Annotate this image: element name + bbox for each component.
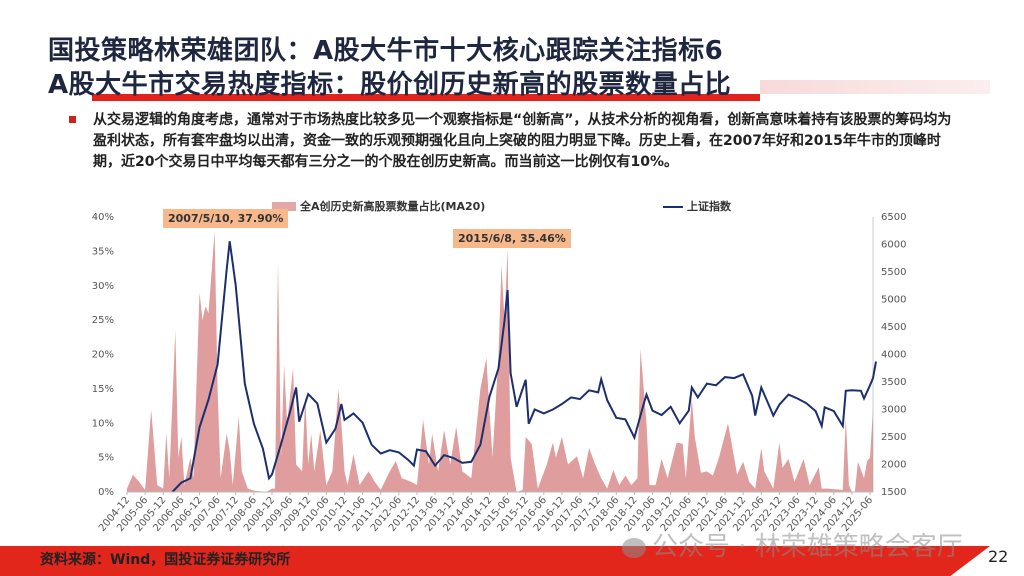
right-tick-label: 2500 <box>881 432 906 443</box>
slide-title: 国投策略林荣雄团队：A股大牛市十大核心跟踪关注指标6 <box>48 36 724 66</box>
x-axis: 2004-122005-062005-122006-062006-122007-… <box>97 492 875 534</box>
legend-label-index: 上证指数 <box>687 199 732 213</box>
right-tick-label: 5500 <box>881 267 906 278</box>
left-tick-label: 35% <box>92 246 114 257</box>
left-tick-label: 15% <box>92 384 114 395</box>
right-tick-label: 3000 <box>881 405 906 416</box>
legend-swatch-ratio <box>272 202 296 211</box>
wechat-icon <box>622 537 646 558</box>
slide-subtitle: A股大牛市交易热度指标：股价创历史新高的股票数量占比 <box>48 70 732 100</box>
annotation-2007-peak: 2007/5/10, 37.90% <box>163 209 289 228</box>
shanghai-index-line <box>171 241 877 493</box>
footer-band <box>0 546 990 576</box>
right-tick-label: 3500 <box>881 377 906 388</box>
source-note: 资料来源：Wind，国投证券证券研究所 <box>40 552 291 568</box>
legend-label-ratio: 全A创历史新高股票数量占比(MA20) <box>299 199 485 213</box>
left-tick-label: 40% <box>92 212 114 223</box>
right-axis: 1500 2000 2500 3000 3500 4000 4500 5000 5500 6000… <box>872 212 906 498</box>
right-tick-label: 6500 <box>881 212 906 223</box>
right-tick-label: 6000 <box>881 240 906 251</box>
left-tick-label: 10% <box>92 418 114 429</box>
right-tick-label: 1500 <box>881 487 906 498</box>
title-underline <box>92 94 760 101</box>
annotation-2015-peak: 2015/6/8, 35.46% <box>453 229 571 248</box>
watermark: 公众号 · 林荣雄策略会客厅 <box>622 526 963 563</box>
page-number: 22 <box>988 547 1009 566</box>
right-tick-label: 4000 <box>881 350 906 361</box>
left-tick-label: 30% <box>92 281 114 292</box>
left-tick-label: 0% <box>98 487 114 498</box>
right-tick-label: 2000 <box>881 460 906 471</box>
left-tick-label: 5% <box>98 453 114 464</box>
right-tick-label: 4500 <box>881 322 906 333</box>
left-tick-label: 20% <box>92 350 114 361</box>
title-highlight-strip <box>760 80 990 94</box>
watermark-text: 公众号 · 林荣雄策略会客厅 <box>652 532 963 562</box>
bullet-square-icon <box>69 116 76 123</box>
body-text: 从交易逻辑的角度考虑，通常对于市场热度比较多见一个观察指标是“创新高”，从技术分… <box>93 112 952 170</box>
left-axis: 0% 5% 10% 15% 20% 25% 30% 35% 40% <box>92 212 114 498</box>
right-tick-label: 5000 <box>881 295 906 306</box>
left-tick-label: 25% <box>92 315 114 326</box>
